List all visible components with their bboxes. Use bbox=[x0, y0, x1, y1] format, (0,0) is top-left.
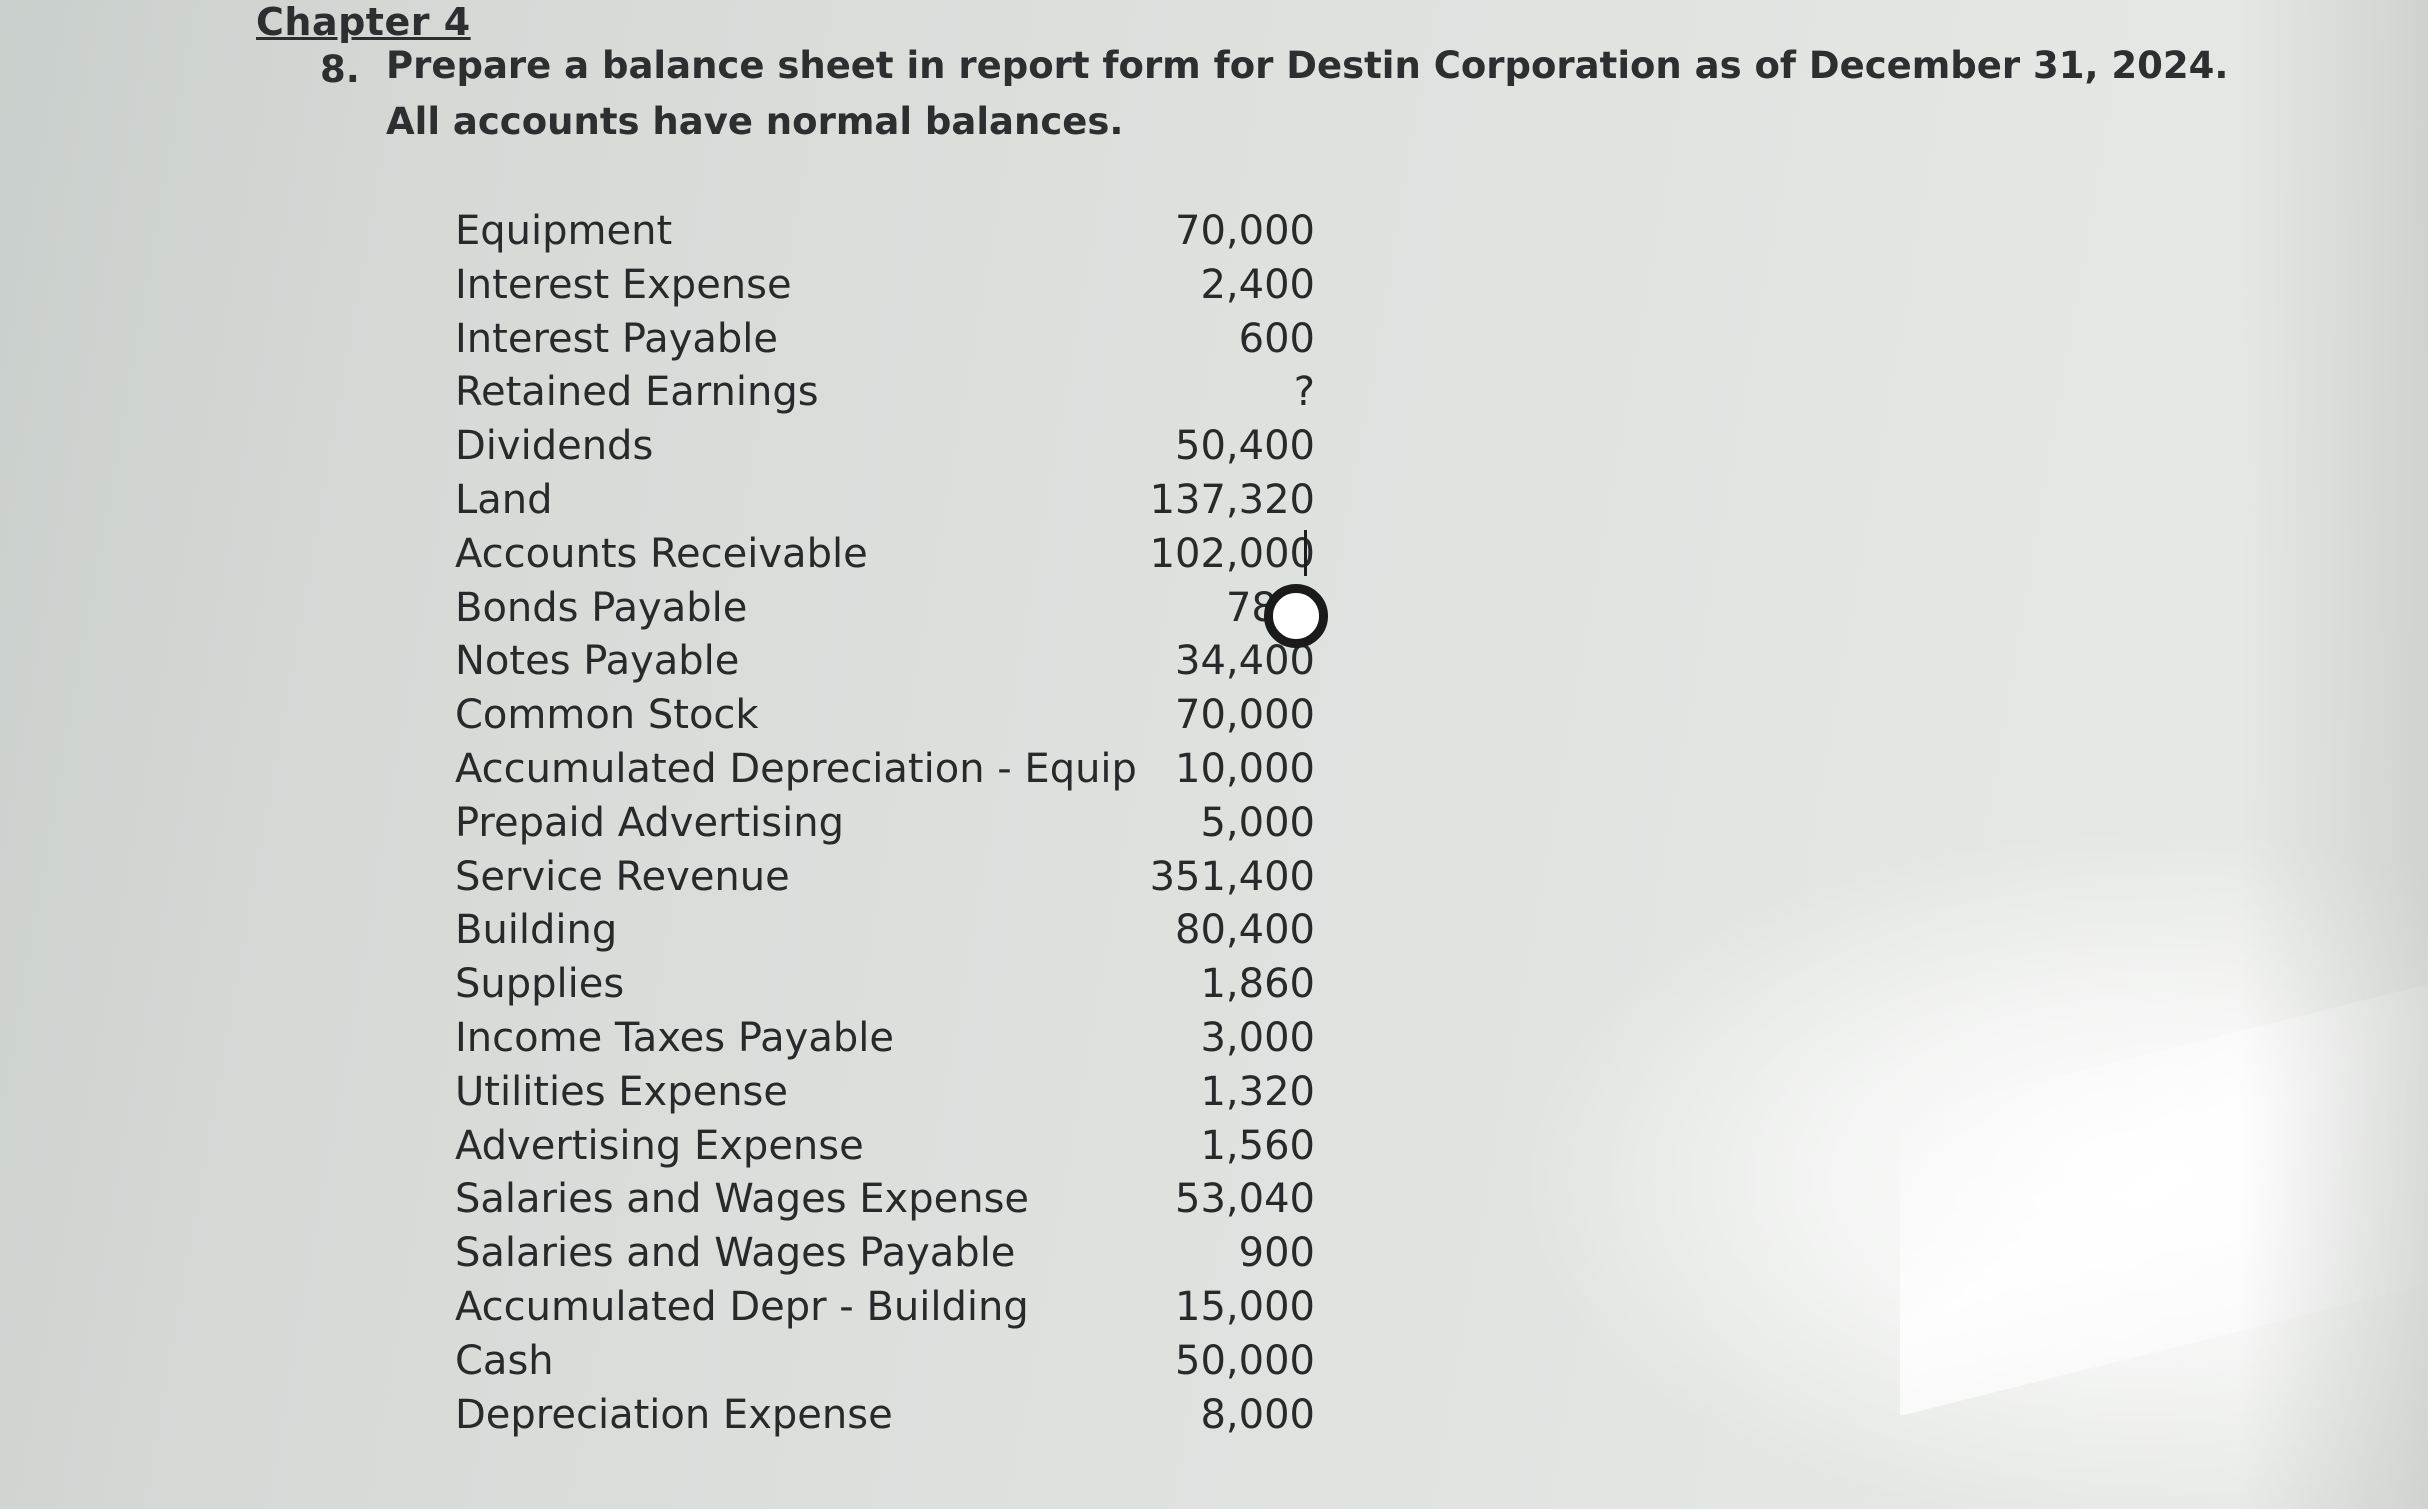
screen-edge-shadow bbox=[2238, 0, 2428, 1509]
account-value: 34,400 bbox=[1175, 638, 1315, 685]
account-value: 70,000 bbox=[1175, 692, 1315, 739]
account-value: 1,320 bbox=[1200, 1068, 1315, 1115]
account-value: 5,000 bbox=[1200, 799, 1315, 846]
account-name: Equipment bbox=[455, 208, 673, 254]
account-value: 137,320 bbox=[1149, 476, 1315, 523]
account-name: Prepaid Advertising bbox=[455, 799, 844, 846]
account-value: 600 bbox=[1238, 315, 1315, 362]
account-name: Advertising Expense bbox=[455, 1122, 864, 1169]
account-row-service-revenue: Service Revenue 351,400 bbox=[455, 850, 1315, 904]
account-value: 3,000 bbox=[1200, 1014, 1315, 1061]
account-row-bonds-payable: Bonds Payable78,0 bbox=[455, 581, 1315, 635]
account-name: Cash bbox=[455, 1337, 554, 1384]
account-row-advertising-expense: Advertising Expense 1,560 bbox=[455, 1119, 1315, 1173]
account-value: 15,000 bbox=[1175, 1283, 1315, 1330]
account-row-interest-payable: Interest Payable 600 bbox=[455, 312, 1315, 366]
account-value: 1,560 bbox=[1200, 1122, 1315, 1169]
account-value: 8,000 bbox=[1200, 1391, 1315, 1438]
account-row-land: Land 137,320 bbox=[455, 473, 1315, 527]
account-value: 80,400 bbox=[1175, 907, 1315, 954]
account-name: Income Taxes Payable bbox=[455, 1014, 894, 1061]
account-row-prepaid-advertising: Prepaid Advertising 5,000 bbox=[455, 796, 1315, 850]
account-value: 10,000 bbox=[1175, 745, 1315, 792]
account-name: Bonds Payable bbox=[455, 584, 748, 631]
account-row-accum-depr-equip: Accumulated Depreciation - Equip 10,000 bbox=[455, 742, 1315, 796]
question-text-line-2: All accounts have normal balances. bbox=[386, 100, 1124, 143]
account-value: 2,400 bbox=[1200, 261, 1315, 308]
question-text-line-1: Prepare a balance sheet in report form f… bbox=[386, 44, 2229, 87]
account-name: Interest Payable bbox=[455, 315, 778, 362]
account-row-accum-depr-building: Accumulated Depr - Building 15,000 bbox=[455, 1280, 1315, 1334]
account-name: Dividends bbox=[455, 423, 654, 470]
account-row-utilities-expense: Utilities Expense 1,320 bbox=[455, 1065, 1315, 1119]
account-name: Interest Expense bbox=[455, 261, 792, 308]
account-row-dividends: Dividends 50,400 bbox=[455, 419, 1315, 473]
account-value: 70,000 bbox=[1175, 208, 1315, 254]
account-value: 50,000 bbox=[1175, 1337, 1315, 1384]
account-name: Retained Earnings bbox=[455, 369, 819, 416]
chapter-heading: Chapter 4 bbox=[256, 0, 471, 44]
account-row-equipment: Equipment 70,000 bbox=[455, 204, 1315, 258]
account-row-salaries-wages-payable: Salaries and Wages Payable 900 bbox=[455, 1226, 1315, 1280]
account-row-depreciation-expense: Depreciation Expense 8,000 bbox=[455, 1388, 1315, 1442]
busy-ring-icon bbox=[1264, 584, 1328, 648]
account-name: Depreciation Expense bbox=[455, 1391, 893, 1438]
account-row-accounts-receivable: Accounts Receivable 102,000 bbox=[455, 527, 1315, 581]
account-name: Building bbox=[455, 907, 618, 954]
account-row-building: Building 80,400 bbox=[455, 903, 1315, 957]
account-value: 53,040 bbox=[1175, 1176, 1315, 1223]
account-row-income-taxes-payable: Income Taxes Payable 3,000 bbox=[455, 1011, 1315, 1065]
question-number: 8. bbox=[320, 48, 360, 91]
account-row-salaries-wages-expense: Salaries and Wages Expense 53,040 bbox=[455, 1172, 1315, 1226]
account-name: Salaries and Wages Payable bbox=[455, 1230, 1016, 1277]
account-value: ? bbox=[1293, 369, 1315, 416]
account-value: 900 bbox=[1238, 1230, 1315, 1277]
account-name: Supplies bbox=[455, 961, 625, 1008]
account-value: 1,860 bbox=[1200, 961, 1315, 1008]
account-row-supplies: Supplies 1,860 bbox=[455, 957, 1315, 1011]
account-value: 351,400 bbox=[1149, 853, 1315, 900]
account-name: Land bbox=[455, 476, 553, 523]
account-name: Service Revenue bbox=[455, 853, 790, 900]
account-name: Notes Payable bbox=[455, 638, 740, 685]
account-row-common-stock: Common Stock 70,000 bbox=[455, 688, 1315, 742]
text-caret bbox=[1304, 530, 1307, 576]
account-row-retained-earnings: Retained Earnings? bbox=[455, 365, 1315, 419]
account-row-notes-payable: Notes Payable 34,400 bbox=[455, 634, 1315, 688]
account-row-interest-expense: Interest Expense 2,400 bbox=[455, 258, 1315, 312]
account-value: 102,000 bbox=[1149, 530, 1315, 577]
account-value: 50,400 bbox=[1175, 423, 1315, 470]
account-name: Accumulated Depr - Building bbox=[455, 1283, 1029, 1330]
account-name: Common Stock bbox=[455, 692, 759, 739]
account-list: Equipment 70,000 Interest Expense 2,400 In… bbox=[455, 204, 1315, 1441]
account-name: Salaries and Wages Expense bbox=[455, 1176, 1030, 1223]
account-name: Accumulated Depreciation - Equip bbox=[455, 745, 1137, 792]
account-row-cash: Cash 50,000 bbox=[455, 1334, 1315, 1388]
account-name: Accounts Receivable bbox=[455, 530, 868, 577]
account-name: Utilities Expense bbox=[455, 1068, 789, 1115]
